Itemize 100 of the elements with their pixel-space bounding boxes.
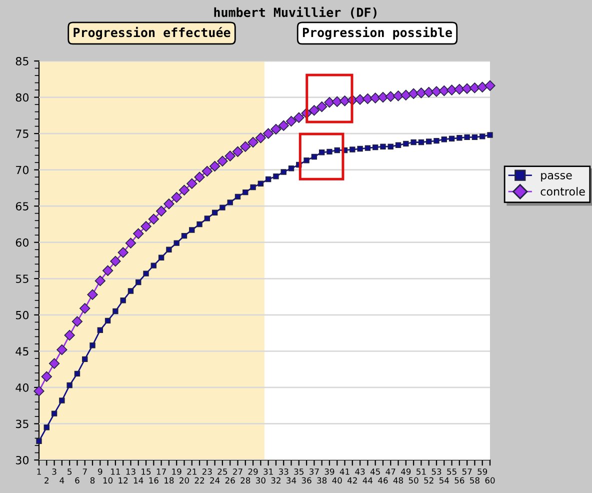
point (288, 166, 294, 172)
x-tick-label: 25 (218, 468, 228, 475)
point (140, 221, 152, 232)
point (148, 214, 159, 224)
band-label: Progression effectuée (74, 26, 230, 40)
point (196, 221, 202, 228)
x-tick-label: 6 (75, 477, 80, 484)
point (273, 173, 279, 180)
point (110, 256, 121, 267)
point (454, 84, 465, 95)
x-tick-label: 51 (416, 468, 426, 475)
point (202, 166, 212, 177)
y-tick-label: 65 (16, 202, 28, 210)
x-tick-label: 12 (118, 477, 128, 484)
x-tick-label: 27 (233, 468, 242, 475)
point (120, 298, 126, 304)
x-tick-label: 50 (408, 477, 418, 484)
point (194, 172, 205, 182)
point (164, 198, 174, 210)
point (34, 386, 44, 396)
point (72, 316, 83, 327)
x-tick-label: 34 (286, 477, 296, 484)
point (150, 262, 157, 268)
point (418, 139, 424, 146)
point (90, 342, 96, 348)
point (133, 228, 144, 239)
x-tick-label: 13 (126, 468, 136, 475)
point (332, 96, 342, 107)
point (324, 97, 335, 108)
legend-label: passe (541, 172, 572, 182)
point (334, 147, 340, 154)
point (392, 90, 404, 102)
point (403, 140, 409, 147)
point (209, 160, 220, 172)
point (378, 92, 388, 103)
x-tick-label: 21 (187, 468, 196, 475)
point (286, 116, 297, 127)
point (311, 154, 318, 160)
point (66, 382, 72, 388)
x-tick-label: 59 (478, 468, 488, 475)
x-tick-label: 3 (52, 468, 56, 475)
point (212, 210, 218, 216)
point (316, 101, 328, 112)
point (118, 247, 128, 258)
x-tick-label: 18 (164, 477, 174, 484)
point (102, 265, 114, 276)
point (51, 410, 58, 416)
x-tick-label: 15 (142, 468, 151, 475)
point (64, 330, 75, 341)
x-tick-label: 49 (401, 468, 411, 475)
x-tick-label: 32 (271, 477, 280, 484)
point (380, 144, 386, 150)
point (240, 141, 251, 152)
point (220, 204, 226, 210)
x-tick-label: 48 (393, 477, 404, 484)
point (362, 93, 374, 104)
chart-title: humbert Muvillier (DF) (214, 6, 376, 19)
point (270, 124, 282, 135)
x-tick-label: 53 (432, 468, 442, 475)
point (255, 132, 266, 144)
point (487, 132, 493, 138)
point (97, 327, 104, 333)
x-tick-label: 39 (324, 468, 334, 475)
x-tick-label: 45 (370, 468, 380, 475)
y-tick-label: 75 (16, 130, 28, 138)
point (217, 156, 228, 166)
x-tick-label: 29 (248, 468, 258, 475)
x-tick-label: 38 (317, 477, 327, 484)
point (408, 88, 419, 99)
point (143, 270, 149, 276)
x-tick-label: 7 (82, 468, 87, 475)
x-tick-label: 23 (202, 468, 212, 475)
x-tick-label: 58 (470, 477, 480, 484)
point (278, 120, 289, 131)
x-tick-label: 11 (111, 468, 120, 475)
point (385, 91, 396, 102)
x-tick-label: 55 (447, 468, 456, 475)
text: Progression possible (302, 26, 452, 40)
point (242, 189, 248, 196)
x-tick-label: 42 (348, 477, 357, 484)
point (189, 227, 195, 233)
point (181, 232, 188, 239)
point (477, 82, 488, 92)
x-tick-label: 31 (264, 468, 273, 475)
x-tick-label: 28 (240, 477, 250, 484)
point (224, 150, 236, 162)
point (125, 238, 136, 248)
point (354, 94, 366, 105)
x-tick-label: 16 (149, 477, 158, 484)
point (48, 358, 60, 369)
point (112, 308, 118, 314)
x-tick-label: 4 (60, 477, 64, 484)
point (82, 356, 88, 362)
point (56, 344, 68, 356)
point (232, 146, 244, 158)
y-tick-label: 80 (16, 93, 29, 102)
point (87, 289, 98, 300)
point (416, 88, 427, 98)
point (59, 398, 65, 404)
x-tick-label: 37 (310, 468, 319, 475)
